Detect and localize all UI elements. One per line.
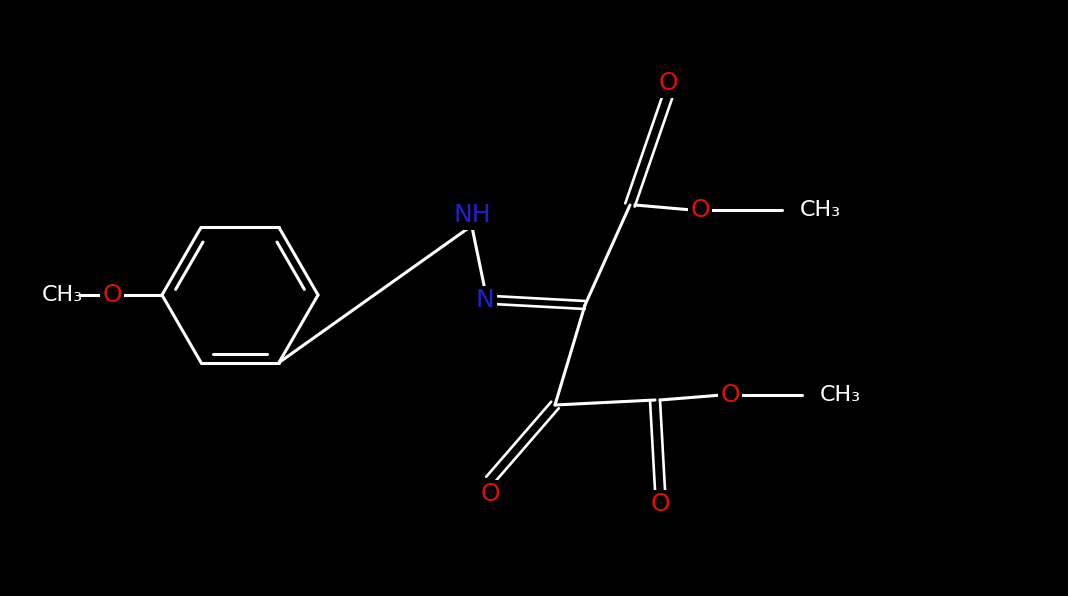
Text: O: O — [690, 198, 710, 222]
Text: O: O — [650, 492, 670, 516]
Text: CH₃: CH₃ — [820, 385, 861, 405]
Text: O: O — [481, 482, 500, 506]
Text: O: O — [658, 71, 678, 95]
Text: O: O — [103, 283, 122, 307]
Text: CH₃: CH₃ — [42, 285, 82, 305]
Text: N: N — [475, 288, 494, 312]
Text: CH₃: CH₃ — [800, 200, 842, 220]
Text: NH: NH — [453, 203, 491, 227]
Text: O: O — [720, 383, 740, 407]
